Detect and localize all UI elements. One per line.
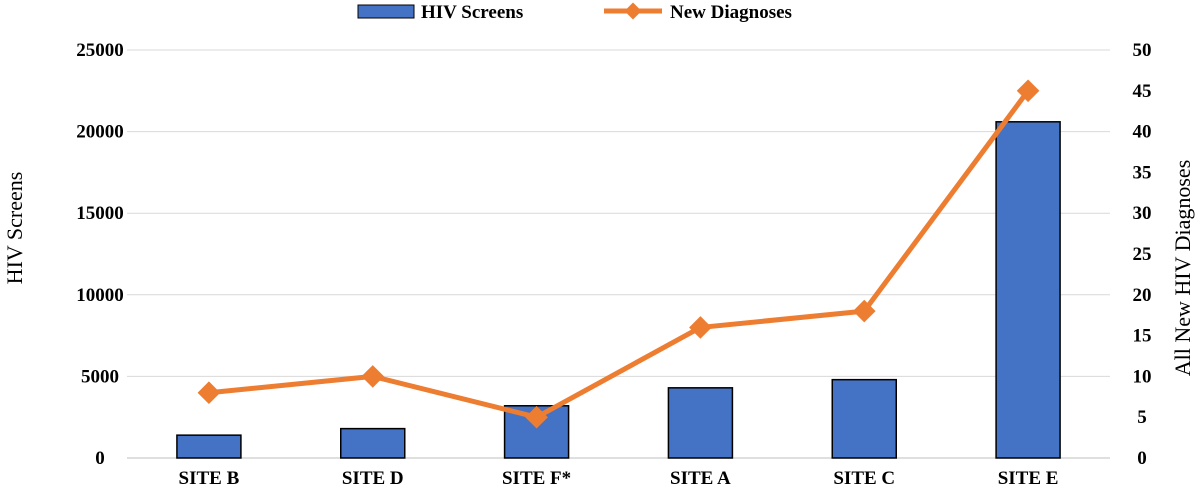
legend-marker [624, 2, 642, 20]
y2-tick-label: 25 [1133, 244, 1152, 265]
y2-tick-label: 40 [1133, 122, 1152, 143]
x-tick-label: SITE F* [502, 468, 571, 489]
x-tick-label: SITE E [998, 468, 1059, 489]
y-tick-label: 5000 [81, 366, 119, 387]
y-tick-label: 0 [95, 448, 105, 469]
x-tick-label: SITE A [670, 468, 731, 489]
category-labels: SITE B SITE D SITE F* SITE A SITE C SITE E [179, 468, 1059, 489]
x-tick-label: SITE C [833, 468, 895, 489]
y-axis-title: HIV Screens [2, 172, 27, 285]
legend-label-line: New Diagnoses [670, 2, 792, 23]
bar [667, 387, 734, 459]
y2-tick-label: 0 [1137, 448, 1147, 469]
y2-tick-label: 5 [1137, 407, 1147, 428]
y2-tick-label: 15 [1133, 326, 1152, 347]
right-axis-ticks: 0 5 10 15 20 25 30 35 40 45 50 [1133, 40, 1152, 469]
line-point [852, 299, 876, 323]
left-axis-ticks: 0 5000 10000 15000 20000 25000 [76, 40, 124, 469]
legend: HIV Screens New Diagnoses [357, 2, 792, 23]
bar [340, 427, 406, 459]
line-path [208, 89, 1031, 420]
y2-tick-label: 20 [1133, 285, 1152, 306]
line-point [689, 316, 712, 339]
y-tick-label: 10000 [76, 285, 124, 306]
y-tick-label: 25000 [76, 40, 124, 61]
x-tick-label: SITE D [342, 468, 404, 489]
y2-tick-label: 30 [1133, 203, 1152, 224]
y2-tick-label: 45 [1133, 81, 1152, 102]
line-point [197, 381, 221, 405]
y2-axis-title: All New HIV Diagnoses [1170, 160, 1195, 377]
line-point [361, 365, 385, 388]
y-tick-label: 15000 [76, 203, 124, 224]
bar [831, 378, 897, 459]
bar [995, 121, 1061, 459]
bar [176, 434, 242, 459]
y-tick-label: 20000 [76, 122, 124, 143]
bar-series [176, 121, 1061, 459]
y2-tick-label: 10 [1133, 366, 1152, 387]
gridlines [127, 49, 1110, 459]
line-point [525, 405, 548, 429]
x-tick-label: SITE B [179, 468, 240, 489]
legend-swatch-bar [357, 4, 415, 19]
legend-label-bar: HIV Screens [421, 2, 523, 23]
y2-tick-label: 50 [1133, 40, 1152, 61]
y2-tick-label: 35 [1133, 162, 1152, 183]
